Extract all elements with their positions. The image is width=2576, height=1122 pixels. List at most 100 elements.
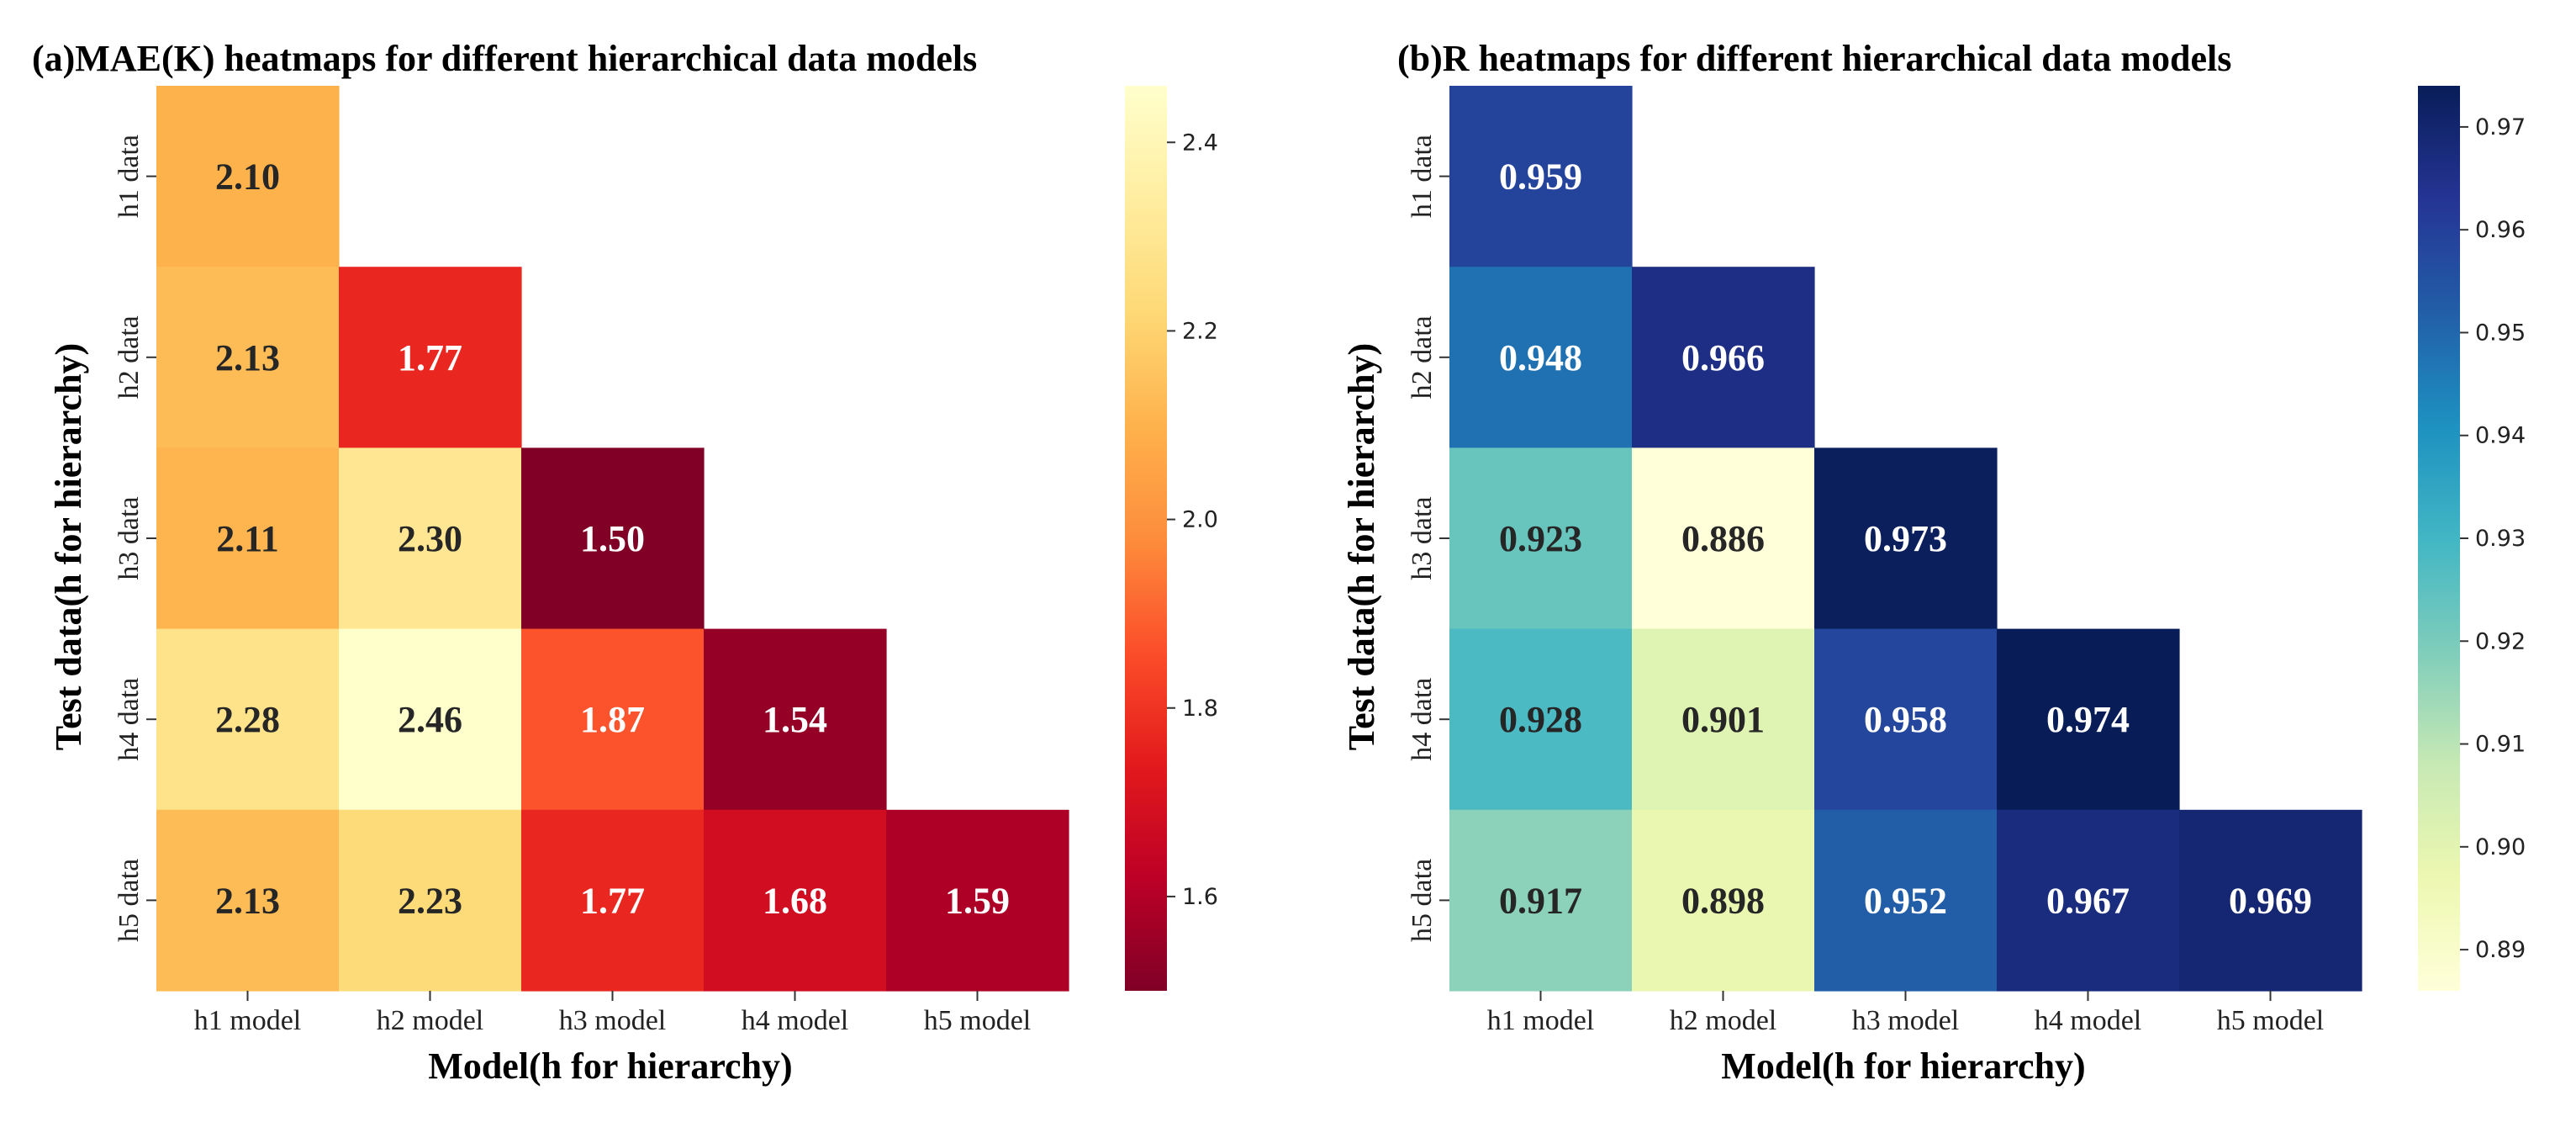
colorbar-a: 1.6 1.8 2.0 2.2 2.4 <box>1125 86 1218 991</box>
heatmap-cell <box>1449 86 1633 267</box>
cell-value-label: 1.87 <box>580 699 645 740</box>
y-tick-label: h3 data <box>113 496 145 580</box>
heatmap-cell <box>1814 809 1998 992</box>
colorbar-tick-label: 0.90 <box>2475 834 2526 860</box>
cell-value-label: 0.923 <box>1499 518 1582 559</box>
cell-value-label: 2.28 <box>215 699 280 740</box>
heatmap-cell <box>2179 809 2362 992</box>
heatmap-cell <box>1449 447 1633 630</box>
y-tick-label: h5 data <box>113 859 145 942</box>
cell-value-label: 0.966 <box>1681 337 1765 378</box>
cell-value-label: 1.77 <box>580 880 645 921</box>
heatmap-cell <box>156 267 340 448</box>
colorbar-tick-label: 0.89 <box>2475 937 2526 963</box>
colorbar-tick-label: 0.92 <box>2475 628 2526 654</box>
cell-value-label: 2.46 <box>398 699 462 740</box>
x-axis-label-b: Model(h for hierarchy) <box>1721 1045 2085 1087</box>
heatmap-cell <box>521 628 705 811</box>
x-tick-labels-b: h1 model h2 model h3 model h4 model h5 model <box>1487 991 2324 1036</box>
y-tick-label: h4 data <box>113 678 145 761</box>
colorbar-ticks-b: 0.89 0.90 0.91 0.92 0.93 0.94 0.95 0.96 0.97 <box>2460 114 2526 963</box>
chart-title-a: (a)MAE(K) heatmaps for different hierarc… <box>32 38 977 79</box>
colorbar-tick-label: 0.91 <box>2475 732 2526 758</box>
colorbar-tick-label: 1.6 <box>1182 884 1218 910</box>
x-tick-label: h5 model <box>2217 1005 2324 1036</box>
heatmap-cell <box>1449 267 1633 448</box>
cell-value-label: 0.928 <box>1499 699 1582 740</box>
cell-value-label: 0.958 <box>1864 699 1947 740</box>
colorbar-gradient-b <box>2418 86 2460 991</box>
heatmap-cell <box>1997 628 2180 811</box>
x-tick-label: h2 model <box>1670 1005 1776 1036</box>
colorbar-tick-label: 0.93 <box>2475 526 2526 552</box>
cell-value-label: 2.11 <box>216 518 279 559</box>
cell-value-label: 0.948 <box>1499 337 1582 378</box>
cell-value-label: 2.23 <box>398 880 462 921</box>
cell-value-label: 2.13 <box>215 880 280 921</box>
x-tick-label: h3 model <box>559 1005 666 1036</box>
cell-value-label: 0.967 <box>2046 880 2130 921</box>
colorbar-ticks-a: 1.6 1.8 2.0 2.2 2.4 <box>1167 130 1218 910</box>
cell-value-label: 1.68 <box>763 880 827 921</box>
cell-value-label: 0.886 <box>1681 518 1765 559</box>
colorbar-tick-label: 1.8 <box>1182 696 1218 722</box>
chart-title-b: (b)R heatmaps for different hierarchical… <box>1397 38 2231 79</box>
cell-value-label: 2.30 <box>398 518 462 559</box>
heatmap-panel-b: (b)R heatmaps for different hierarchical… <box>1341 38 2526 1087</box>
y-tick-label: h1 data <box>113 135 145 218</box>
colorbar-tick-label: 0.97 <box>2475 114 2526 140</box>
cell-value-label: 1.50 <box>580 518 645 559</box>
cell-value-label: 1.77 <box>398 337 462 378</box>
x-tick-label: h2 model <box>377 1005 483 1036</box>
heatmap-cell <box>156 447 340 630</box>
colorbar-tick-label: 0.94 <box>2475 423 2526 449</box>
colorbar-gradient-a <box>1125 86 1167 991</box>
heatmap-cell <box>704 628 887 811</box>
heatmap-cell <box>339 447 522 630</box>
heatmap-cell <box>521 809 705 992</box>
x-tick-labels-a: h1 model h2 model h3 model h4 model h5 model <box>194 991 1031 1036</box>
cell-value-label: 1.59 <box>945 880 1010 921</box>
heatmap-cell <box>704 809 887 992</box>
x-tick-label: h5 model <box>924 1005 1031 1036</box>
y-tick-label: h5 data <box>1407 859 1438 942</box>
y-axis-label-a: Test data(h for hierarchy) <box>48 343 89 750</box>
cell-value-label: 2.13 <box>215 337 280 378</box>
cell-value-label: 0.974 <box>2046 699 2130 740</box>
heatmap-cells-b: 0.959 0.948 0.966 0.923 0.886 0.973 0.928 0.901… <box>1449 86 2362 992</box>
heatmap-cell <box>339 628 522 811</box>
x-tick-label: h1 model <box>1487 1005 1594 1036</box>
heatmap-cell <box>521 447 705 630</box>
heatmap-cell <box>1814 447 1998 630</box>
x-tick-label: h3 model <box>1852 1005 1959 1036</box>
heatmap-cell <box>1449 628 1633 811</box>
colorbar-tick-label: 2.0 <box>1182 507 1218 533</box>
heatmap-cell <box>156 628 340 811</box>
colorbar-tick-label: 2.4 <box>1182 130 1218 156</box>
heatmap-cells-a: 2.10 2.13 1.77 2.11 2.30 1.50 2.28 2.46 1.87 1.54… <box>156 86 1069 992</box>
heatmap-cell <box>1814 628 1998 811</box>
heatmap-cell <box>1997 809 2180 992</box>
heatmap-panel-a: (a)MAE(K) heatmaps for different hierarc… <box>32 38 1218 1087</box>
heatmap-cell <box>1632 267 1815 448</box>
x-axis-label-a: Model(h for hierarchy) <box>428 1045 792 1087</box>
y-tick-label: h3 data <box>1407 496 1438 580</box>
heatmap-cell <box>156 809 340 992</box>
heatmap-cell <box>1449 809 1633 992</box>
y-tick-label: h2 data <box>113 315 145 399</box>
heatmap-cell <box>339 267 522 448</box>
y-tick-label: h4 data <box>1407 678 1438 761</box>
y-tick-label: h1 data <box>1407 135 1438 218</box>
heatmap-cell <box>1632 809 1815 992</box>
cell-value-label: 0.898 <box>1681 880 1765 921</box>
y-tick-label: h2 data <box>1407 315 1438 399</box>
colorbar-tick-label: 2.2 <box>1182 318 1218 344</box>
y-tick-labels-b: h1 data h2 data h3 data h4 data h5 data <box>1407 135 1449 942</box>
x-tick-label: h4 model <box>2035 1005 2141 1036</box>
colorbar-tick-label: 0.96 <box>2475 217 2526 243</box>
heatmap-cell <box>886 809 1069 992</box>
y-axis-label-b: Test data(h for hierarchy) <box>1341 343 1382 750</box>
x-tick-label: h4 model <box>742 1005 848 1036</box>
heatmap-cell <box>156 86 340 267</box>
